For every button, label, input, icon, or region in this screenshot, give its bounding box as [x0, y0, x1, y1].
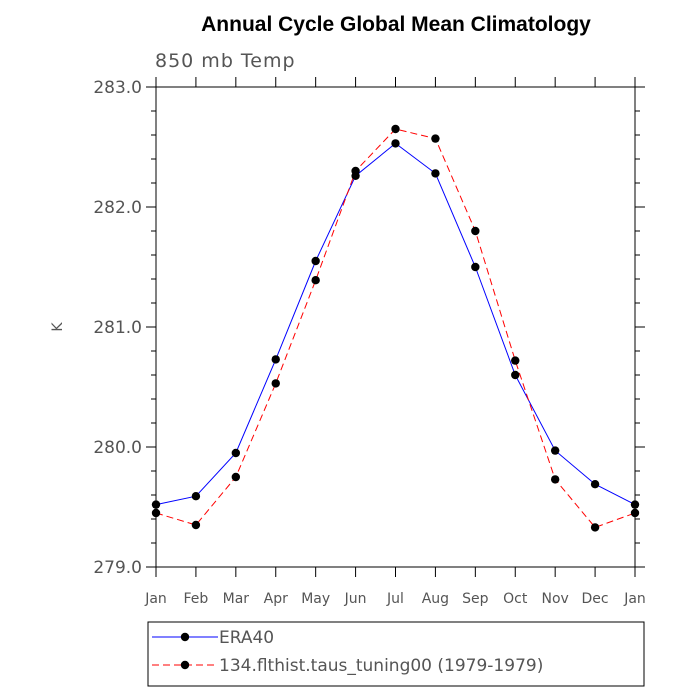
legend-box: [147, 621, 645, 687]
series-2-point: [590, 523, 600, 532]
y-tick-label: 282.0: [93, 198, 142, 218]
series-1-point: [431, 169, 440, 178]
x-tick-label: May: [301, 591, 330, 607]
series-2-point: [550, 475, 560, 484]
series-1-point: [590, 480, 600, 489]
x-tick-label: Jan: [144, 591, 167, 607]
series-1-point: [311, 256, 320, 266]
x-tick-label: Sep: [462, 591, 489, 607]
plot-frame: [155, 86, 636, 568]
legend-marker-2: [180, 660, 190, 670]
x-tick-label: Aug: [422, 591, 449, 607]
series-2-point: [471, 226, 480, 236]
legend: ERA40 134.flthist.taus_tuning00 (1979-197…: [147, 621, 645, 687]
y-tick-label: 280.0: [93, 438, 142, 458]
y-tick-label: 279.0: [93, 558, 142, 578]
series-1-point: [511, 370, 520, 380]
series-1-point: [391, 139, 400, 148]
series-2-point: [630, 508, 640, 518]
series-1-point: [630, 500, 640, 509]
y-tick-labels: 279.0 280.0 281.0 282.0 283.0: [93, 78, 142, 578]
legend-marker-1: [180, 632, 190, 642]
x-tick-label: Jul: [386, 591, 404, 607]
axis-ticks: [146, 77, 645, 577]
y-tick-label: 281.0: [93, 318, 142, 338]
chart-title: Annual Cycle Global Mean Climatology: [201, 13, 591, 36]
series-2-point: [271, 379, 280, 388]
x-tick-label: Apr: [264, 591, 288, 607]
series-line-1: [155, 142, 636, 506]
series-2-point: [511, 356, 520, 365]
series-layer: [151, 124, 640, 532]
x-tick-label: Jun: [344, 591, 367, 607]
x-tick-label: Oct: [503, 591, 528, 607]
series-1-point: [151, 500, 161, 509]
y-axis-label: K: [50, 322, 66, 332]
series-line-2: [155, 128, 636, 528]
series-2-point: [311, 276, 320, 285]
series-2-point: [191, 520, 201, 530]
series-1-point: [550, 446, 560, 455]
series-2-point: [351, 166, 360, 176]
x-tick-label: Feb: [184, 591, 209, 607]
legend-label-2: 134.flthist.taus_tuning00 (1979-1979): [219, 656, 543, 676]
x-tick-label: Dec: [582, 591, 609, 607]
series-1-point: [471, 262, 480, 272]
legend-label-1: ERA40: [219, 628, 274, 648]
series-2-point: [151, 508, 161, 518]
series-2-point: [391, 124, 400, 134]
x-tick-label: Nov: [542, 591, 569, 607]
series-2-point: [231, 472, 241, 482]
series-1-point: [231, 448, 241, 458]
series-2-point: [431, 134, 440, 143]
series-1-point: [191, 492, 201, 501]
x-tick-label: Mar: [223, 591, 250, 607]
series-1-point: [271, 355, 280, 364]
chart-subtitle: 850 mb Temp: [155, 50, 296, 72]
x-tick-labels: Jan Feb Mar Apr May Jun Jul Aug Sep Oct Nov Dec Jan: [144, 591, 646, 607]
y-tick-label: 283.0: [93, 78, 142, 98]
x-tick-label: Jan: [623, 591, 646, 607]
